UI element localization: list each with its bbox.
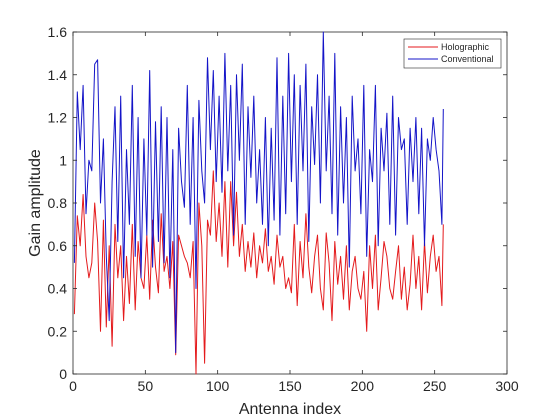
y-axis-title: Gain amplitude [27, 149, 44, 257]
y-tick-label: 1.2 [48, 110, 68, 126]
legend-label-holographic: Holographic [441, 42, 490, 52]
y-tick-label: 1.6 [48, 24, 68, 40]
ticks-layer: 0 50 100 150 200 250 300 0 0.2 0.4 0.6 0.8 1 1.2 1.4 1.… [48, 24, 519, 394]
x-tick-label: 100 [206, 378, 230, 394]
legend-label-conventional: Conventional [441, 54, 494, 64]
y-tick-label: 1.4 [48, 67, 68, 83]
legend-box [403, 38, 502, 69]
x-tick-label: 250 [423, 378, 447, 394]
series-line-holographic [73, 170, 444, 375]
y-tick-label: 1 [59, 152, 67, 168]
y-tick-label: 0.4 [48, 281, 68, 297]
x-tick-label: 150 [278, 378, 302, 394]
x-tick-label: 200 [351, 378, 375, 394]
series-layer [73, 31, 444, 375]
y-tick-label: 0.6 [48, 238, 68, 254]
series-line-conventional [73, 31, 444, 354]
x-tick-label: 0 [69, 378, 77, 394]
y-tick-label: 0.2 [48, 323, 68, 339]
y-tick-label: 0.8 [48, 195, 68, 211]
x-tick-label: 50 [138, 378, 154, 394]
legend: Holographic Conventional [403, 38, 502, 69]
x-tick-label: 300 [495, 378, 519, 394]
x-axis-title: Antenna index [239, 401, 341, 418]
y-tick-label: 0 [59, 366, 67, 382]
